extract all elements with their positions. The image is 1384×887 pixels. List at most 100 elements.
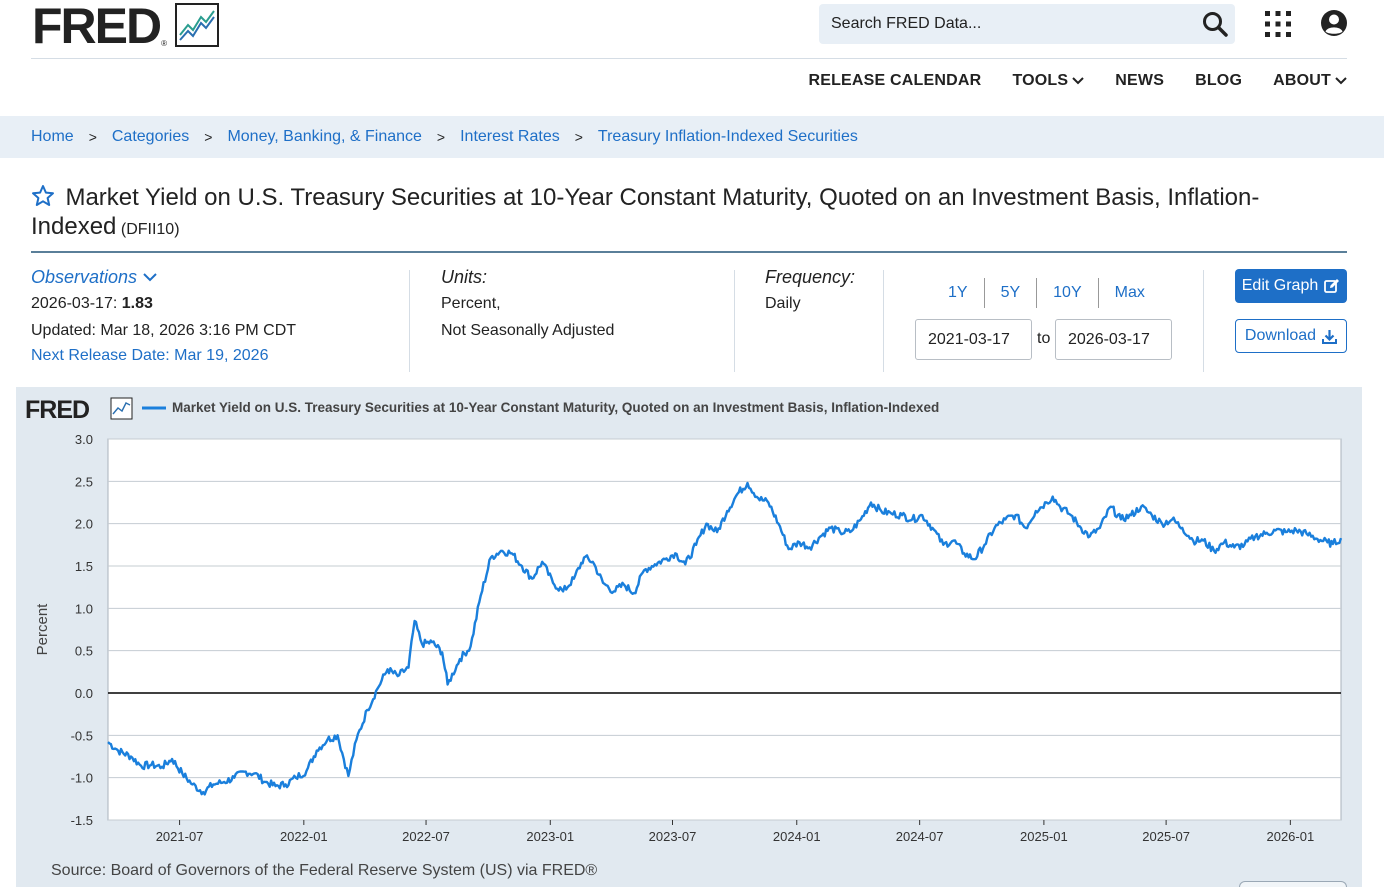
edit-icon [1324, 279, 1340, 293]
date-range-tabs: 1Y 5Y 10Y Max [932, 278, 1161, 308]
x-tick-label: 2026-01 [1266, 829, 1314, 844]
breadcrumb-separator: > [436, 129, 446, 145]
nav-news[interactable]: NEWS [1115, 72, 1164, 90]
search-input[interactable]: Search FRED Data... [831, 15, 982, 32]
x-tick-label: 2022-01 [280, 829, 328, 844]
chart-panel: 3.0 2.5 2.0 1.5 1.0 0.5 0.0 -0.5 -1.0 -1.5 2021-07… [16, 387, 1362, 887]
main-nav: RELEASE CALENDAR TOOLS NEWS BLOG ABOUT [808, 72, 1347, 90]
breadcrumb: Home > Categories > Money, Banking, & Fi… [0, 116, 1384, 158]
y-tick-label: 1.0 [75, 601, 93, 616]
y-tick-label: 2.5 [75, 474, 93, 489]
chart-source: Source: Board of Governors of the Federa… [51, 862, 598, 879]
download-button[interactable]: Download [1235, 319, 1347, 353]
breadcrumb-separator: > [204, 129, 213, 145]
header-divider [31, 58, 1347, 59]
x-tick-label: 2024-07 [896, 829, 944, 844]
nav-label: BLOG [1195, 72, 1243, 89]
units-label: Units: [441, 267, 488, 287]
star-icon[interactable] [31, 184, 55, 208]
page-title: Market Yield on U.S. Treasury Securities… [31, 184, 1260, 240]
meta-divider [409, 270, 410, 372]
plot-area [107, 438, 1342, 821]
x-tick-label: 2024-01 [773, 829, 821, 844]
logo-chart-icon [175, 3, 220, 47]
chart-fred-logo: FRED [25, 396, 89, 424]
apps-grid-icon[interactable] [1263, 9, 1293, 39]
chevron-down-icon [1072, 77, 1084, 85]
y-tick-label: 2.0 [75, 517, 93, 532]
x-tick-label: 2022-07 [402, 829, 450, 844]
x-tick-label: 2025-07 [1142, 829, 1190, 844]
meta-divider [883, 270, 884, 372]
y-tick-label: 1.5 [75, 559, 93, 574]
units-value-2: Not Seasonally Adjusted [441, 322, 615, 339]
breadcrumb-interest-rates[interactable]: Interest Rates [460, 128, 560, 145]
nav-blog[interactable]: BLOG [1195, 72, 1242, 90]
breadcrumb-categories[interactable]: Categories [111, 128, 190, 145]
updated-text: Updated: Mar 18, 2026 3:16 PM CDT [31, 322, 297, 339]
y-tick-label: 3.0 [75, 432, 93, 447]
next-release-link[interactable]: Next Release Date: Mar 19, 2026 [31, 347, 269, 364]
y-tick-label: 0.0 [75, 686, 93, 701]
obs-date: 2026-03-17: [31, 295, 118, 312]
nav-label: NEWS [1115, 72, 1165, 89]
frequency-value: Daily [765, 295, 801, 312]
breadcrumb-tips[interactable]: Treasury Inflation-Indexed Securities [597, 128, 858, 145]
nav-label: RELEASE CALENDAR [808, 72, 982, 89]
y-tick-label: -1.0 [71, 771, 93, 786]
x-tick-label: 2023-01 [526, 829, 574, 844]
range-5y[interactable]: 5Y [985, 278, 1038, 308]
edit-graph-label: Edit Graph [1241, 277, 1319, 294]
range-1y[interactable]: 1Y [932, 278, 985, 308]
y-tick-label: 0.5 [75, 644, 93, 659]
nav-about[interactable]: ABOUT [1273, 72, 1347, 90]
fred-logo[interactable]: FRED ® [32, 0, 220, 54]
search-bar[interactable]: Search FRED Data... [819, 4, 1235, 44]
meta-divider [1203, 270, 1204, 372]
breadcrumb-money-banking[interactable]: Money, Banking, & Finance [227, 128, 422, 145]
nav-release-calendar[interactable]: RELEASE CALENDAR [808, 72, 981, 90]
line-chart[interactable]: 3.0 2.5 2.0 1.5 1.0 0.5 0.0 -0.5 -1.0 -1.5 2021-07… [16, 387, 1362, 887]
breadcrumb-separator: > [574, 129, 583, 145]
title-divider [31, 251, 1347, 253]
nav-tools[interactable]: TOOLS [1012, 72, 1084, 90]
chart-logo-icon [110, 397, 133, 420]
latest-observation: 2026-03-17: 1.83 [31, 295, 153, 313]
series-line-DFII10 [107, 481, 1343, 796]
start-date-input[interactable] [915, 319, 1032, 360]
edit-graph-button[interactable]: Edit Graph [1235, 269, 1347, 303]
chevron-down-icon [1335, 77, 1347, 85]
series-header: Market Yield on U.S. Treasury Securities… [31, 183, 1291, 241]
frequency-label: Frequency: [765, 267, 856, 287]
range-10y[interactable]: 10Y [1037, 278, 1099, 308]
account-icon[interactable] [1320, 9, 1348, 37]
y-tick-label: -0.5 [71, 728, 93, 743]
breadcrumb-separator: > [88, 129, 97, 145]
x-tick-label: 2021-07 [156, 829, 204, 844]
series-id: (DFII10) [120, 221, 180, 238]
meta-divider [734, 270, 735, 372]
observations-label: Observations [31, 267, 138, 287]
logo-registered-mark: ® [161, 39, 168, 48]
download-icon [1322, 329, 1338, 344]
nav-label: TOOLS [1012, 72, 1069, 89]
end-date-input[interactable] [1055, 319, 1172, 360]
range-max[interactable]: Max [1114, 284, 1145, 301]
observations-toggle[interactable]: Observations [31, 267, 157, 288]
nav-label: ABOUT [1273, 72, 1331, 89]
breadcrumb-home[interactable]: Home [31, 128, 74, 145]
x-tick-label: 2023-07 [649, 829, 697, 844]
search-icon[interactable] [1195, 4, 1235, 44]
chevron-down-icon [143, 273, 157, 282]
y-axis-label: Percent [34, 603, 51, 656]
download-label: Download [1244, 327, 1317, 344]
y-tick-label: -1.5 [71, 813, 93, 828]
chart-logo-line [112, 402, 131, 415]
chart-footer-button[interactable] [1239, 881, 1347, 887]
x-tick-label: 2025-01 [1020, 829, 1068, 844]
units-value-1: Percent, [441, 295, 501, 312]
obs-value: 1.83 [121, 295, 153, 312]
logo-text: FRED [32, 0, 162, 54]
legend-label: Market Yield on U.S. Treasury Securities… [172, 400, 939, 415]
to-label: to [1037, 330, 1051, 347]
